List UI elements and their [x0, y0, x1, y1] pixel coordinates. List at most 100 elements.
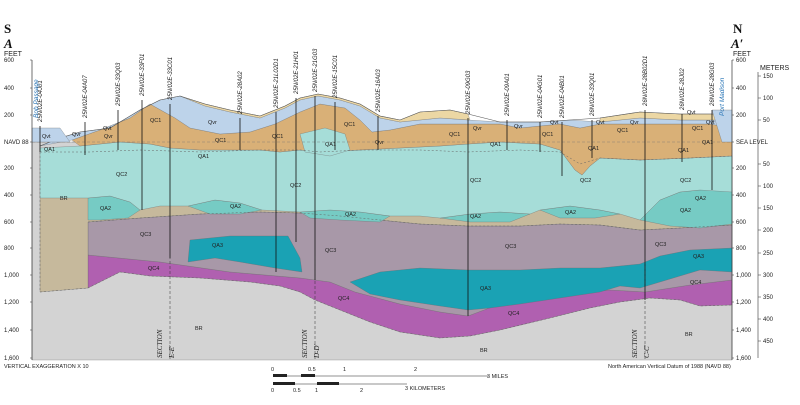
- unit-label: QC3: [325, 248, 336, 254]
- right-axis-feet-label: 800: [736, 246, 747, 252]
- meter-axis-label: 50: [763, 162, 770, 168]
- left-axis-tick-label: 600: [4, 220, 15, 226]
- right-axis-feet-label: 400: [736, 193, 747, 199]
- unit-label: Qvt: [550, 120, 559, 126]
- scale-km-tick-1: 1: [315, 388, 318, 394]
- scale-miles-tick-0: 0: [271, 367, 274, 373]
- unit-label: QA3: [693, 254, 704, 260]
- right-axis-feet-label: 600: [736, 220, 747, 226]
- unit-label: QC1: [272, 134, 283, 140]
- left-axis-tick-label: 1,400: [4, 328, 20, 334]
- section-id: C-C′: [643, 344, 651, 358]
- unit-label: QA1: [588, 146, 599, 152]
- left-axis-tick-label: NAVD 88: [4, 140, 29, 146]
- unit-label: QA2: [100, 206, 111, 212]
- section-right-id: A′: [730, 36, 744, 51]
- unit-label: QA1: [325, 142, 336, 148]
- unit-label: Qvt: [103, 126, 112, 132]
- well-label: 25N/02E-33F01: [140, 54, 146, 97]
- section-right-letter: N: [733, 21, 743, 36]
- scale-bar-block-2: [301, 374, 315, 377]
- scale-bar-km-block-2: [317, 382, 339, 385]
- section-label: SECTION: [301, 329, 309, 358]
- scale-miles-tick-05: 0.5: [308, 367, 316, 373]
- unit-label: Qvt: [687, 110, 696, 116]
- unit-label: QA1: [44, 147, 55, 153]
- well-label: 26N/02E-28G03: [710, 62, 716, 107]
- well-label: 25N/02E-04B01: [560, 75, 566, 119]
- right-axis-feet-label: 1,400: [736, 328, 752, 334]
- unit-label: BR: [480, 348, 488, 354]
- unit-label: QC1: [215, 138, 226, 144]
- layer-qa3-main: [349, 247, 733, 311]
- unit-label: BR: [60, 196, 68, 202]
- contact-qc2-top: [40, 149, 733, 165]
- right-axis-feet-label: 600: [736, 58, 747, 64]
- scale-bar: 0 0.5 1 2 3 MILES 0 0.5 1 2 3 KILOMETERS: [271, 367, 508, 394]
- unit-label: QC4: [690, 280, 701, 286]
- meter-axis-label: 300: [763, 273, 774, 279]
- right-axis-unit-feet: FEET: [733, 51, 752, 58]
- left-axis-tick-label: 1,600: [4, 356, 20, 362]
- right-axis-feet-label: 400: [736, 86, 747, 92]
- right-axis-feet-label: 200: [736, 166, 747, 172]
- section-markers: SECTION E-E′ SECTION D-D′ SECTION C-C′: [156, 256, 651, 360]
- well-label: 25N/02E-04J01: [38, 80, 44, 123]
- left-axis-tick-label: 600: [4, 58, 15, 64]
- unit-label: QA2: [230, 204, 241, 210]
- unit-label: Qvt: [706, 120, 715, 126]
- left-axis-tick-label: 200: [4, 113, 15, 119]
- meter-axis-label: 50: [763, 118, 770, 124]
- place-label-bob-passage: Bob Passage: [33, 79, 40, 118]
- unit-label: QC1: [692, 126, 703, 132]
- layer-qa3-west: [187, 235, 303, 273]
- unit-label: QA2: [470, 214, 481, 220]
- water-west: [31, 127, 71, 143]
- well-label: 25N/02E-28A02: [238, 71, 244, 115]
- unit-label: Qvr: [72, 132, 81, 138]
- unit-label: Qvr: [208, 120, 217, 126]
- well-label: 25N/02E-15C01: [333, 55, 339, 99]
- vertical-exaggeration-note: VERTICAL EXAGGERATION X 10: [4, 364, 89, 370]
- unit-label: BR: [685, 332, 693, 338]
- section-left-id: A: [3, 36, 13, 51]
- unit-label: QC2: [680, 178, 691, 184]
- unit-label: QC2: [470, 178, 481, 184]
- meter-axis-label: 100: [763, 96, 774, 102]
- scale-miles-tick-2: 2: [414, 367, 417, 373]
- unit-label: Qvr: [375, 140, 384, 146]
- right-axis-feet-label: 200: [736, 113, 747, 119]
- unit-label: QA2: [565, 210, 576, 216]
- section-id: E-E′: [168, 345, 176, 359]
- unit-label: QA2: [345, 212, 356, 218]
- meter-axis-label: 450: [763, 339, 774, 345]
- left-axis-unit: FEET: [4, 51, 23, 58]
- unit-label: Qvt: [596, 120, 605, 126]
- contact-bedrock: [39, 152, 733, 339]
- unit-label: QC2: [116, 172, 127, 178]
- ground-surface-line: [39, 93, 733, 147]
- meter-axis-label: 150: [763, 74, 774, 80]
- unit-label: QC2: [290, 183, 301, 189]
- scale-km-tick-05: 0.5: [293, 388, 301, 394]
- well-label: 26N/02E-28J02: [680, 68, 686, 111]
- meter-axis-label: 250: [763, 251, 774, 257]
- unit-label: QA2: [695, 196, 706, 202]
- unit-label: QC4: [508, 311, 519, 317]
- unit-label: QC1: [150, 118, 161, 124]
- unit-label: QA2: [680, 208, 691, 214]
- well-label: 25N/02E-16A03: [376, 69, 382, 113]
- left-axis-tick-label: 800: [4, 246, 15, 252]
- scale-km-label: 3 KILOMETERS: [405, 386, 445, 392]
- well-label: 25N/02E-33Q03: [116, 62, 122, 107]
- meter-axis-label: 100: [763, 184, 774, 190]
- meter-axis-label: 350: [763, 295, 774, 301]
- unit-label: QC4: [148, 266, 159, 272]
- scale-km-tick-0: 0: [271, 388, 274, 394]
- well-label: 25N/02E-33C01: [168, 57, 174, 101]
- scale-bar-km-block-1: [273, 382, 295, 385]
- unit-label: QC1: [449, 132, 460, 138]
- unit-label: QA1: [678, 148, 689, 154]
- contact-qc3-top: [87, 211, 733, 231]
